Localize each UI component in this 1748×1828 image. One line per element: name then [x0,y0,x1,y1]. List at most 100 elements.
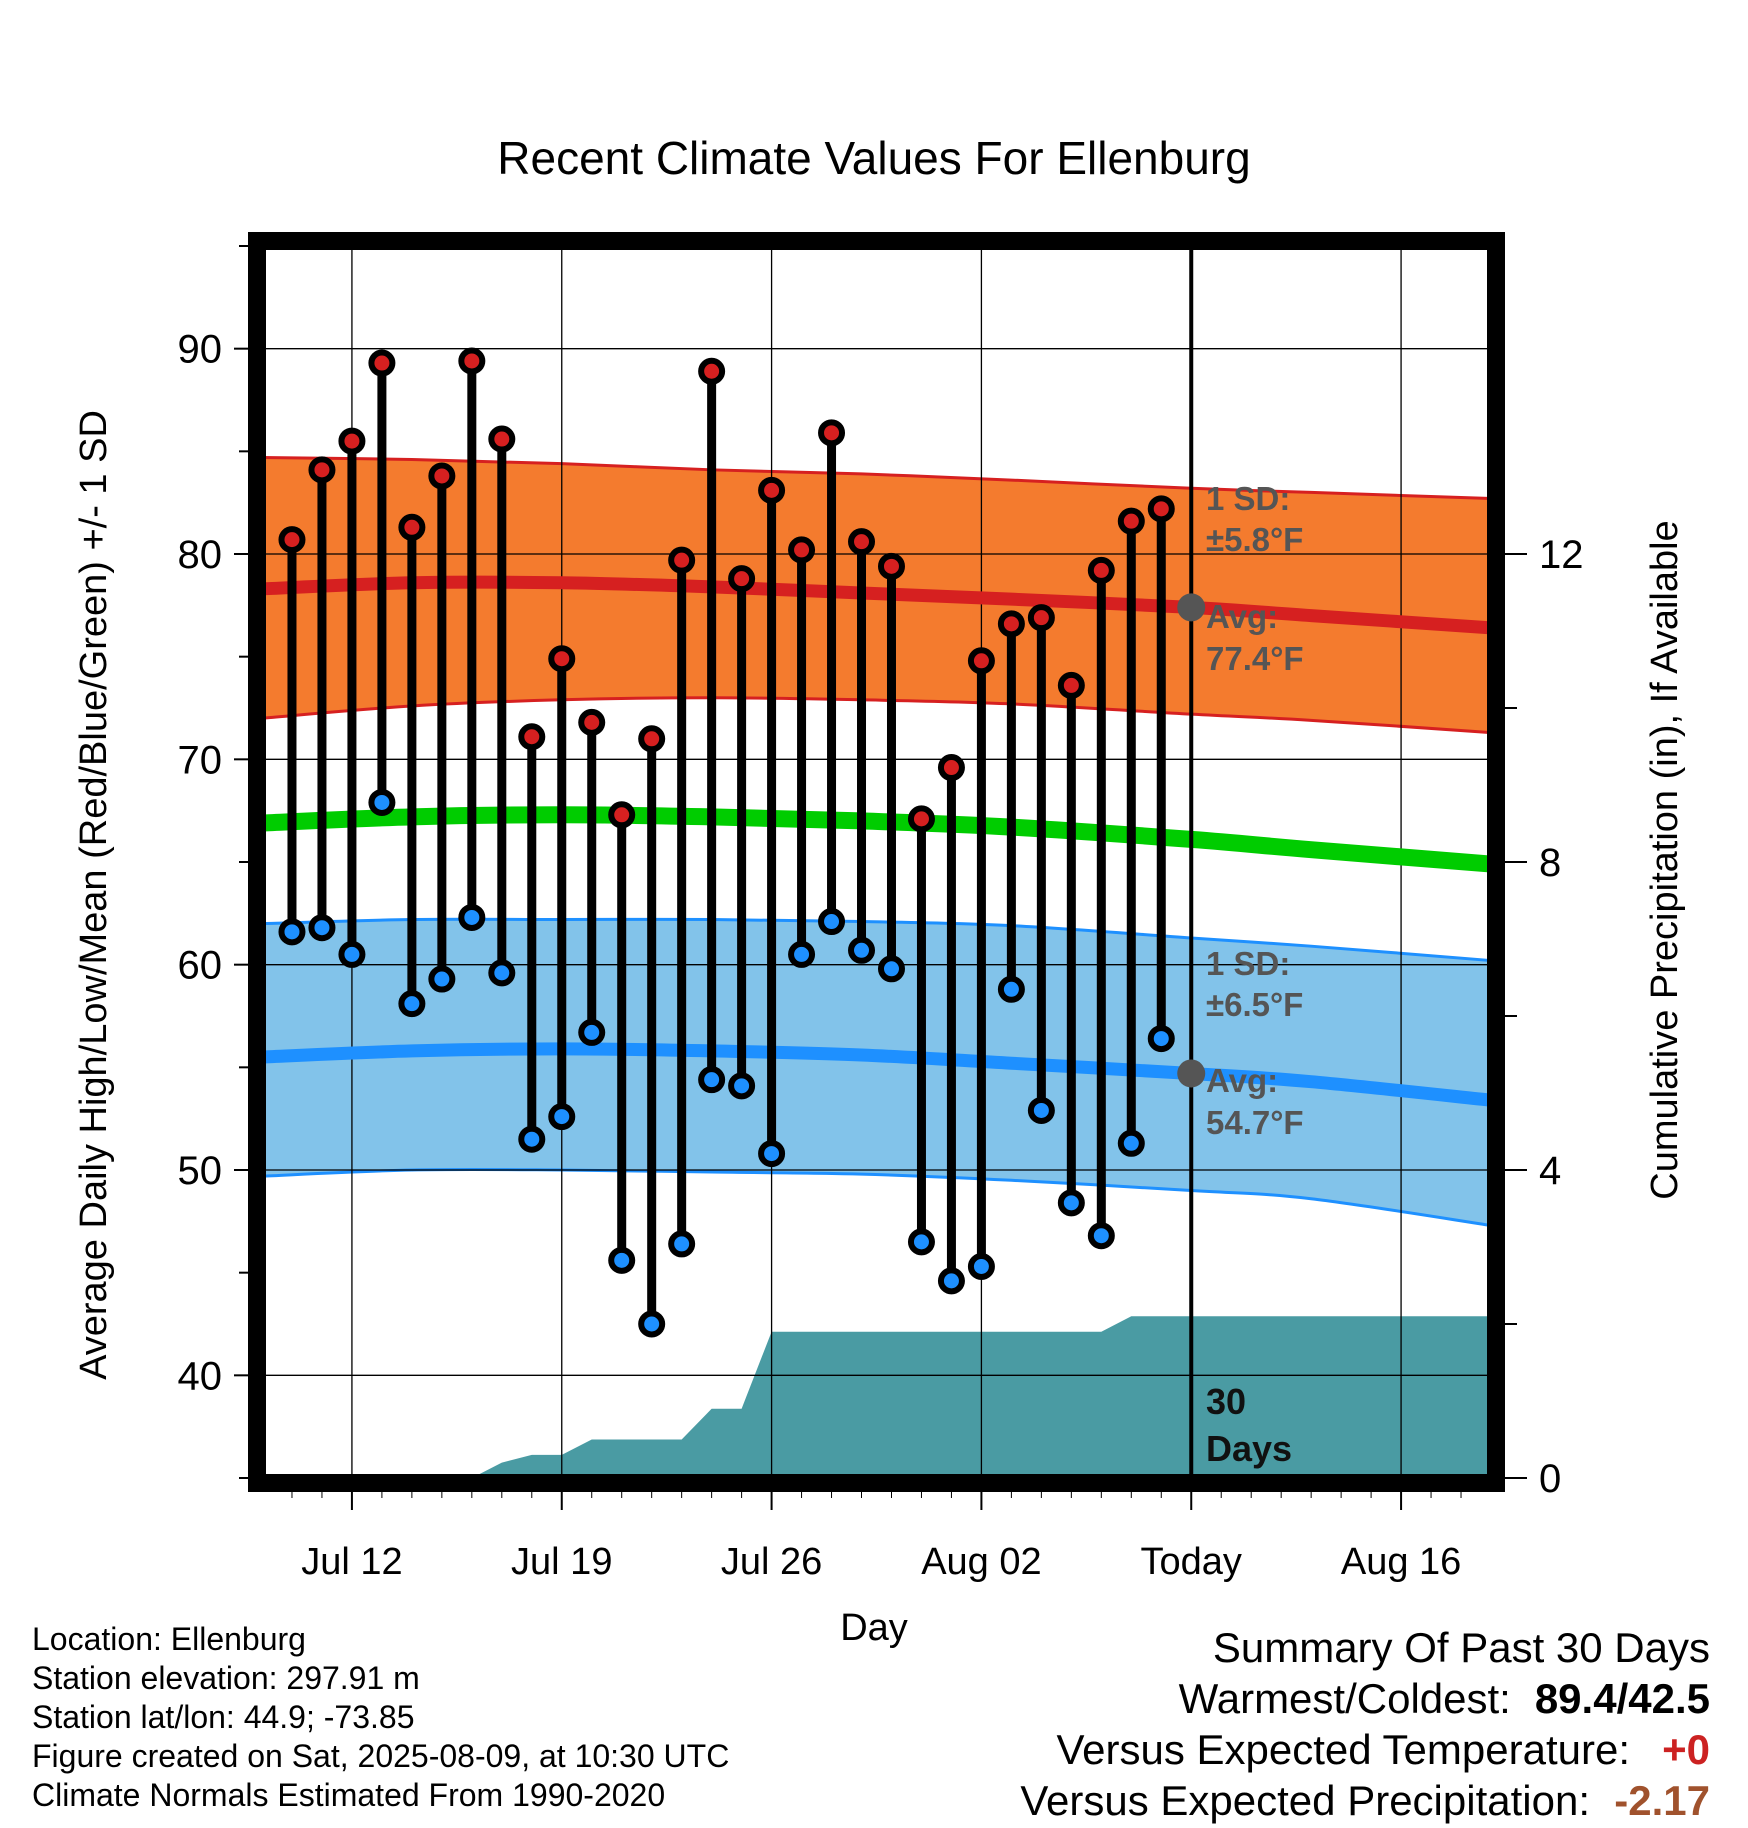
precip-row: Versus Expected Precipitation: -2.17 [1020,1775,1710,1826]
y-left-tick-label: 70 [178,738,223,782]
created-text: Figure created on Sat, 2025-08-09, at 10… [32,1738,730,1774]
window-days-label: Days [1206,1428,1292,1469]
daily-high-point [428,462,456,490]
precip-area [262,1316,1491,1478]
low-avg-annotation: Avg: 54.7°F [1206,1062,1304,1141]
window-days-number: 30 [1206,1381,1246,1422]
daily-low-point [758,1140,786,1168]
low-sd-value: ±6.5°F [1206,986,1303,1023]
low-avg-label: Avg: [1206,1062,1278,1099]
daily-high-point [758,476,786,504]
daily-high-point [698,357,726,385]
daily-high-point [1087,556,1115,584]
daily-high-point [308,456,336,484]
y-right-tick-label: 4 [1539,1149,1561,1193]
daily-high-point [907,805,935,833]
temp-label: Versus Expected Temperature: [1056,1726,1630,1773]
latlon-text: Station lat/lon: 44.9; -73.85 [32,1699,415,1735]
high-avg-annotation: Avg: 77.4°F [1206,598,1304,677]
daily-high-point [1057,671,1085,699]
daily-high-point [608,801,636,829]
daily-high-point [368,349,396,377]
daily-high-point [1147,495,1175,523]
daily-low-point [1087,1222,1115,1250]
warm-cold-row: Warmest/Coldest: 89.4/42.5 [1020,1673,1710,1724]
x-tick-label: Jul 19 [511,1541,612,1583]
elevation-text: Station elevation: 297.91 m [32,1660,420,1696]
daily-low-point [728,1072,756,1100]
high-sd-label: 1 SD: [1206,480,1290,517]
daily-high-point [1117,507,1145,535]
normal-low-line [261,1042,1492,1107]
daily-low-point [428,965,456,993]
high-avg-label: Avg: [1206,598,1278,635]
high-sd-value: ±5.8°F [1206,521,1303,558]
x-tick-label: Aug 02 [921,1541,1041,1583]
high-sd-annotation: 1 SD: ±5.8°F [1206,480,1303,558]
today-low-avg-dot [1177,1059,1206,1088]
daily-low-point [368,788,396,816]
window-annotation: 30 Days [1206,1381,1292,1469]
x-axis-label: Day [840,1607,908,1649]
daily-low-point [907,1228,935,1256]
daily-low-point [638,1310,666,1338]
daily-high-point [458,347,486,375]
daily-high-point [788,536,816,564]
daily-low-point [338,940,366,968]
daily-low-point [398,990,426,1018]
daily-low-point [608,1246,636,1274]
daily-low-point [278,918,306,946]
y-axis-right-label: Cumulative Precipitation (in), If Availa… [1644,520,1686,1199]
daily-high-point [578,708,606,736]
daily-high-point [967,647,995,675]
daily-low-point [668,1230,696,1258]
x-tick-label: Jul 26 [721,1541,822,1583]
daily-low-point [967,1253,995,1281]
precip-label: Versus Expected Precipitation: [1020,1777,1590,1824]
low-sd-annotation: 1 SD: ±6.5°F [1206,945,1303,1023]
y-right-tick-label: 0 [1539,1457,1561,1501]
daily-high-point [818,419,846,447]
daily-range-bars [278,347,1175,1338]
daily-low-point [548,1103,576,1131]
daily-high-point [997,610,1025,638]
chart-title: Recent Climate Values For Ellenburg [497,132,1250,184]
precip-area-shape [262,1316,1491,1478]
warm-cold-label: Warmest/Coldest: [1178,1675,1511,1722]
daily-low-point [488,959,516,987]
daily-high-point [1027,604,1055,632]
summary-panel: Summary Of Past 30 Days Warmest/Coldest:… [1020,1622,1710,1826]
daily-low-point [848,936,876,964]
daily-low-point [1057,1189,1085,1217]
daily-high-point [488,425,516,453]
high-sd-band-upper-edge [261,455,1492,501]
precip-value: -2.17 [1614,1777,1710,1824]
daily-low-point [458,903,486,931]
daily-low-point [937,1267,965,1295]
low-sd-label: 1 SD: [1206,945,1290,982]
plot-border [248,232,1505,1492]
daily-high-point [518,723,546,751]
y-left-tick-label: 80 [178,533,223,577]
y-left-tick-label: 40 [178,1354,223,1398]
low-sd-band [262,919,1491,1226]
temp-row: Versus Expected Temperature: +0 [1020,1724,1710,1775]
daily-high-point [728,565,756,593]
daily-low-point [1117,1129,1145,1157]
plot-frame [248,232,1505,1492]
x-tick-label: Today [1141,1541,1242,1583]
normals-text: Climate Normals Estimated From 1990-2020 [32,1777,666,1813]
daily-low-point [997,975,1025,1003]
daily-low-point [788,940,816,968]
daily-high-point [937,754,965,782]
daily-high-point [668,546,696,574]
daily-low-point [308,914,336,942]
y-left-tick-label: 90 [178,328,223,372]
today-marker [1177,246,1206,1478]
x-tick-label: Jul 12 [301,1541,402,1583]
high-avg-value: 77.4°F [1206,640,1304,677]
x-tick-label: Aug 16 [1341,1541,1461,1583]
daily-high-point [278,526,306,554]
summary-title: Summary Of Past 30 Days [1212,1624,1710,1671]
daily-high-point [877,552,905,580]
